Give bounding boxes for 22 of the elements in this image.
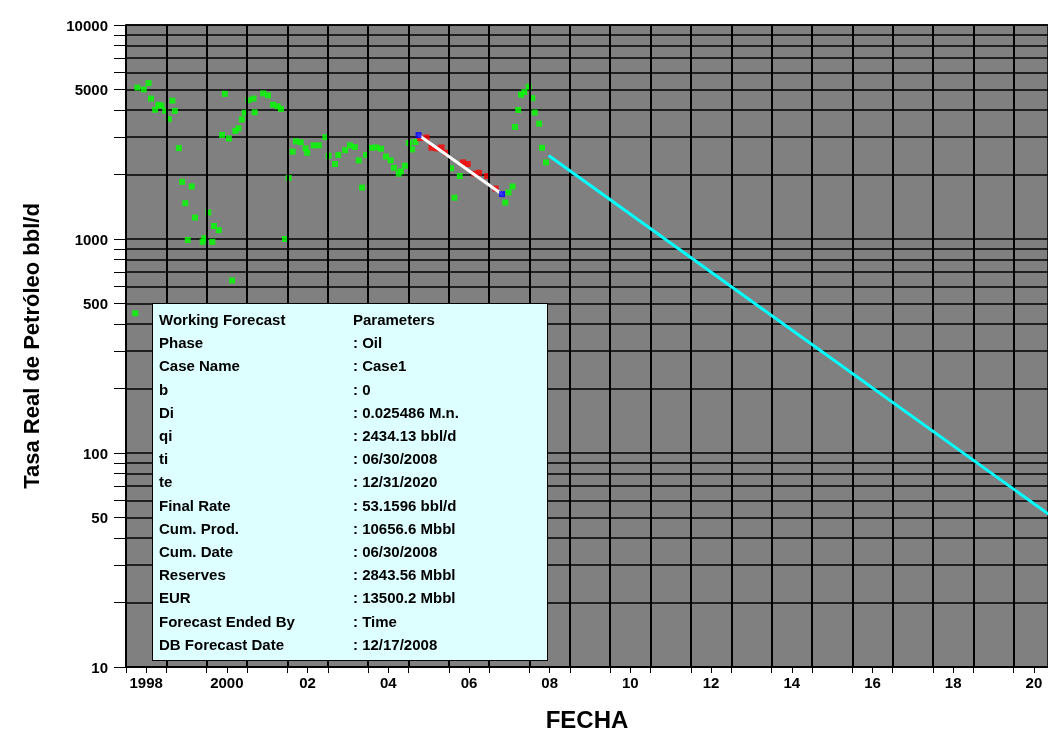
x-axis-title: FECHA [545,705,629,733]
y-tick-label: 10000 [66,16,108,34]
y-axis-title: Tasa Real de Petróleo bbl/d [18,203,44,489]
x-tick-label: 08 [541,674,559,691]
y-tick-label: 100 [82,444,108,462]
info-box: Working Forecast Parameters Phase : Oil Case Name : Case1 b : 0 Di : 0.025486 M.n. qi : 2434.13 bbl/d ti : 06/30/2008 te : 12/31/2020 Final Rate : 53.1596 bbl/d Cum. Prod. : 10656.6 Mbbl Cum. Date : 06/30/2008 Reserves : 2843.56 Mbbl EUR : 13500.2 Mbbl Forecast Ended By : Time DB Forecast Date : 12/17/2008 [152,303,548,662]
y-tick-label: 1000 [74,230,108,248]
x-tick-label: 02 [299,674,316,691]
x-tick-label: 2000 [210,674,244,691]
x-tick-label: 10 [622,674,639,691]
x-tick-label: 16 [864,674,881,691]
x-tick-label: 14 [783,674,801,691]
x-tick-label: 20 [1025,674,1043,691]
y-tick-label: 500 [82,294,108,312]
x-tick-label: 1998 [129,674,163,691]
x-tick-label: 12 [702,674,720,691]
x-tick-label: 04 [379,674,398,691]
x-tick-label: 18 [944,674,962,691]
y-tick-label: 10 [91,658,108,676]
y-tick-label: 50 [91,508,108,526]
x-tick-label: 06 [460,674,478,691]
y-tick-label: 5000 [74,80,108,98]
